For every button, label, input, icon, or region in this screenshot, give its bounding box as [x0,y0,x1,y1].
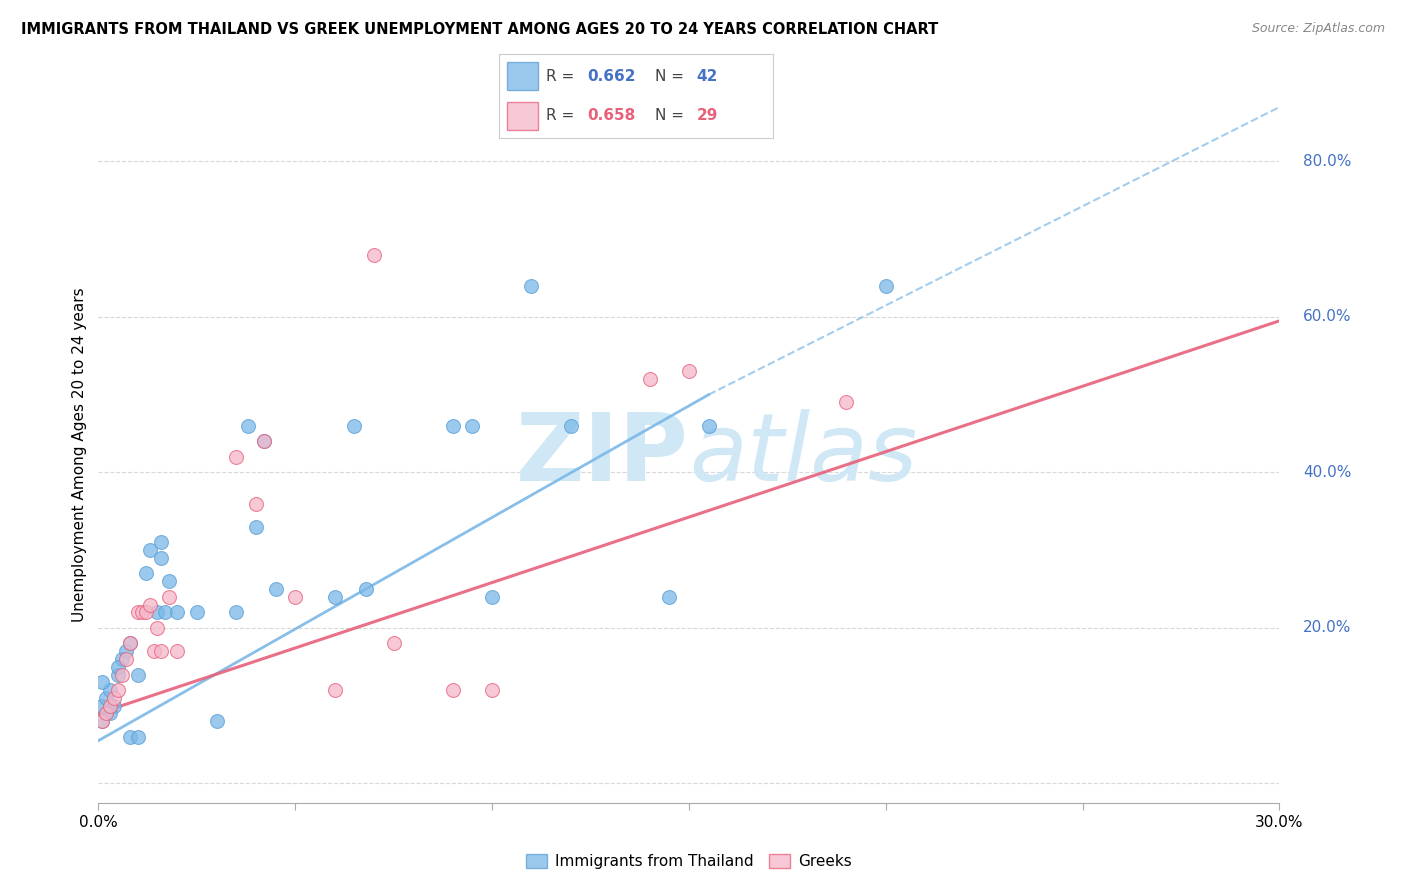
Point [98,683,121,698]
Point [284,590,307,604]
Point [127,605,149,619]
Point [236,418,259,433]
Point [245,520,267,534]
Point [131,605,153,619]
Text: R =: R = [546,108,579,123]
Point [118,730,141,744]
Point [103,690,125,705]
Point [115,644,138,658]
Point [382,636,405,650]
Point [835,395,858,409]
Point [323,590,346,604]
Text: 29: 29 [696,108,718,123]
Point [107,667,129,681]
Point [107,659,129,673]
Legend: Immigrants from Thailand, Greeks: Immigrants from Thailand, Greeks [520,848,858,875]
Text: N =: N = [655,108,689,123]
Text: IMMIGRANTS FROM THAILAND VS GREEK UNEMPLOYMENT AMONG AGES 20 TO 24 YEARS CORRELA: IMMIGRANTS FROM THAILAND VS GREEK UNEMPL… [21,22,938,37]
Point [363,248,385,262]
Point [150,644,173,658]
Text: 0.658: 0.658 [586,108,636,123]
Point [157,574,180,589]
Point [245,496,267,510]
Point [135,566,157,581]
Point [135,605,157,619]
Point [157,590,180,604]
Point [186,605,208,619]
Point [98,698,121,713]
Text: 20.0%: 20.0% [1303,621,1351,635]
Point [481,683,503,698]
Point [91,675,114,690]
Point [166,644,188,658]
FancyBboxPatch shape [508,62,537,90]
Point [481,590,503,604]
Point [205,714,228,728]
Point [520,278,543,293]
FancyBboxPatch shape [508,102,537,130]
Point [98,706,121,721]
Point [115,652,138,666]
Point [146,621,169,635]
Point [103,698,125,713]
Point [96,706,118,721]
Point [91,698,114,713]
Point [166,605,188,619]
Point [127,667,149,681]
Point [150,550,173,565]
Text: 60.0%: 60.0% [1303,310,1351,325]
Point [323,683,346,698]
Point [354,582,377,596]
Point [343,418,366,433]
Point [127,730,149,744]
Point [91,714,114,728]
Y-axis label: Unemployment Among Ages 20 to 24 years: Unemployment Among Ages 20 to 24 years [72,287,87,623]
Text: 0.662: 0.662 [586,69,636,84]
Point [875,278,897,293]
Point [678,364,700,378]
Point [138,543,160,558]
Text: ZIP: ZIP [516,409,689,501]
Point [560,418,582,433]
Point [142,644,165,658]
Text: 40.0%: 40.0% [1303,465,1351,480]
Point [96,690,118,705]
Point [111,652,134,666]
Point [91,714,114,728]
Point [107,683,129,698]
Point [138,598,160,612]
Point [658,590,681,604]
Point [441,683,464,698]
Point [155,605,177,619]
Point [225,450,247,464]
Text: 80.0%: 80.0% [1303,154,1351,169]
Point [111,667,134,681]
Point [441,418,464,433]
Point [461,418,484,433]
Text: Source: ZipAtlas.com: Source: ZipAtlas.com [1251,22,1385,36]
Point [118,636,141,650]
Point [118,636,141,650]
Text: N =: N = [655,69,689,84]
Point [264,582,287,596]
Point [253,434,276,449]
Text: R =: R = [546,69,579,84]
Text: atlas: atlas [689,409,917,500]
Point [146,605,169,619]
Point [253,434,276,449]
Point [638,372,661,386]
Point [697,418,720,433]
Point [150,535,173,549]
Point [96,706,118,721]
Point [225,605,247,619]
Text: 42: 42 [696,69,718,84]
